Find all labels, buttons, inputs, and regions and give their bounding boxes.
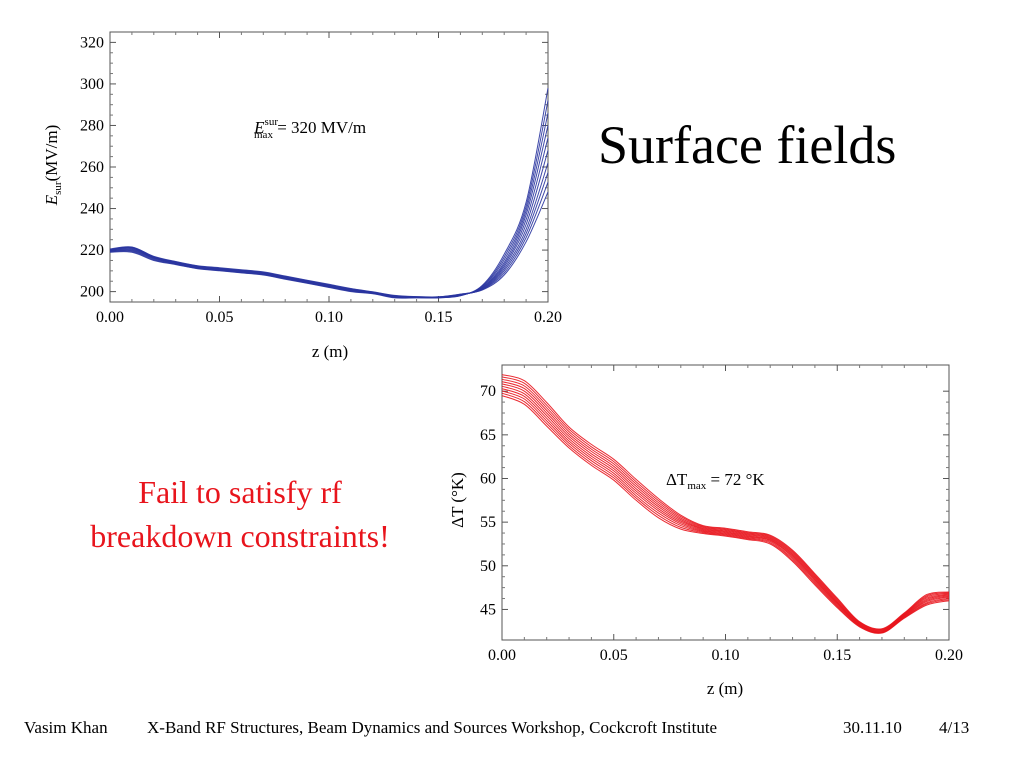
esur-y-tick-label: 240 [80,201,104,218]
esur-y-tick-label: 220 [80,242,104,259]
dt-x-axis-label: z (m) [707,679,743,698]
breakdown-warning: Fail to satisfy rf breakdown constraints… [40,470,440,558]
esur-x-tick-label: 0.00 [96,309,124,326]
dt-x-tick-label: 0.05 [600,647,628,664]
dt-y-tick-label: 45 [480,601,496,618]
dt-series-line [501,388,950,633]
footer-author: Vasim Khan [24,718,108,737]
footer-date: 30.11.10 [843,718,902,737]
esur-y-tick-label: 300 [80,76,104,93]
esur-x-tick-label: 0.20 [534,309,562,326]
esur-annotation: Esur max = 320 MV/m [253,116,366,141]
dt-series-line [501,374,950,630]
dt-y-tick-label: 50 [480,558,496,575]
footer-event: X-Band RF Structures, Beam Dynamics and … [147,718,718,737]
dt-series-line [501,381,950,632]
dt-y-tick-label: 60 [480,470,496,487]
esur-x-tick-label: 0.15 [425,309,453,326]
dt-plot-frame [501,364,950,641]
esur-x-tick-label: 0.10 [315,309,343,326]
esur-x-axis-label: z (m) [312,342,348,361]
warning-line-1: Fail to satisfy rf [138,474,342,510]
dt-x-tick-label: 0.15 [823,647,851,664]
esur-x-tick-label: 0.05 [206,309,234,326]
footer-page: 4/13 [939,718,970,737]
dt-x-tick-label: 0.00 [488,647,516,664]
slide-title: Surface fields [598,115,897,175]
dt-y-axis-label: ΔT (°K) [448,472,467,528]
esur-y-tick-label: 320 [80,34,104,51]
dt-y-tick-label: 70 [480,383,496,400]
esur-y-tick-label: 260 [80,159,104,176]
warning-line-2: breakdown constraints! [90,518,390,554]
dt-band-line [501,383,950,632]
dt-band-line [501,378,950,631]
dt-band-line [501,385,950,633]
dt-y-tick-label: 55 [480,514,496,531]
esur-y-axis-label: Esur(MV/m) [42,125,64,207]
dt-x-tick-label: 0.10 [712,647,740,664]
slide-footer: Vasim Khan X-Band RF Structures, Beam Dy… [0,718,1024,748]
dt-annotation: ΔTmax = 72 °K [666,470,765,492]
esur-y-tick-label: 280 [80,117,104,134]
dt-band-line [501,376,950,631]
esur-series-line [109,191,549,298]
esur-y-tick-label: 200 [80,284,104,301]
dt-x-tick-label: 0.20 [935,647,963,664]
dt-y-tick-label: 65 [480,427,496,444]
